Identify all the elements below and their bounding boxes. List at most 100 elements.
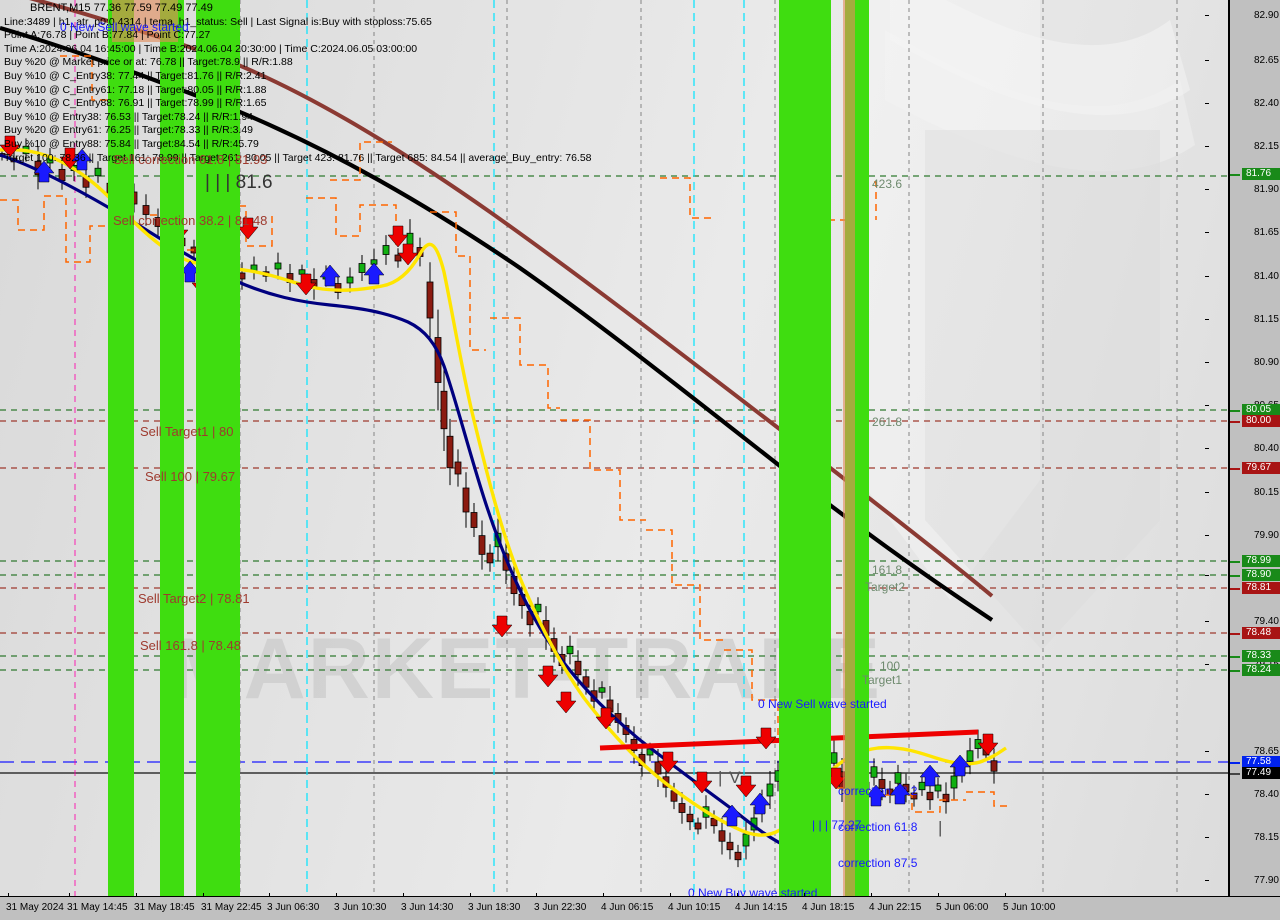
candle-body (942, 793, 950, 803)
candle-body (766, 783, 774, 797)
time-tick-label: 31 May 14:45 (67, 902, 128, 913)
sell-arrow-icon (735, 775, 757, 798)
time-tick-label: 3 Jun 10:30 (334, 902, 387, 913)
candle-body (830, 752, 838, 764)
price-scale[interactable]: 82.90 82.65 82.40 82.15 81.90 81.65 81.40 81.15… (1204, 0, 1280, 920)
time-tick-mark (403, 893, 404, 897)
price-badge-pointer (1230, 773, 1240, 775)
price-tick-label: 78.15 (1253, 832, 1279, 843)
candle-body (894, 772, 902, 784)
price-badge: 78.99 (1242, 555, 1280, 567)
price-tick-label: 82.15 (1253, 141, 1279, 152)
price-tick: 79.40 (1204, 616, 1279, 627)
time-tick-mark (470, 893, 471, 897)
candle-body (358, 263, 366, 273)
candle-body (926, 791, 934, 801)
candle-body (678, 803, 686, 813)
candle-body (950, 775, 958, 789)
candle-body (686, 813, 694, 823)
time-scale[interactable]: 31 May 2024 31 May 14:45 31 May 18:45 31 Ma… (0, 893, 1280, 920)
time-tick-mark (938, 893, 939, 897)
candle-body (566, 645, 574, 655)
candle-body (694, 822, 702, 830)
buy-arrow-icon (179, 260, 201, 283)
price-tick: 80.90 (1204, 357, 1279, 368)
session-band (779, 0, 831, 896)
time-tick-label: 4 Jun 18:15 (802, 902, 855, 913)
time-tick-label: 4 Jun 06:15 (601, 902, 654, 913)
buy-arrow-icon (319, 264, 341, 287)
candle-body (718, 830, 726, 842)
price-tick-label: 81.65 (1253, 227, 1279, 238)
candle-body (878, 779, 886, 789)
price-tick: 79.90 (1204, 530, 1279, 541)
price-badge-pointer (1230, 762, 1240, 764)
price-badge: 78.33 (1242, 650, 1280, 662)
price-tick: 82.90 (1204, 10, 1279, 21)
watermark-logo (860, 0, 1195, 650)
price-tick-label: 82.65 (1253, 55, 1279, 66)
time-tick-label: 31 May 18:45 (134, 902, 195, 913)
price-badge-pointer (1230, 575, 1240, 577)
sell-arrow-icon (295, 273, 317, 296)
time-tick-mark (670, 893, 671, 897)
price-badge: 79.67 (1242, 462, 1280, 474)
price-tick-label: 82.40 (1253, 98, 1279, 109)
time-tick-mark (1005, 893, 1006, 897)
price-tick-label: 82.90 (1253, 10, 1279, 21)
price-badge: 77.49 (1242, 767, 1280, 779)
price-badge-pointer (1230, 174, 1240, 176)
candle-body (94, 167, 102, 177)
time-tick-mark (69, 893, 70, 897)
time-tick-label: 4 Jun 10:15 (668, 902, 721, 913)
buy-arrow-icon (865, 784, 887, 807)
price-badge-pointer (1230, 633, 1240, 635)
session-band (108, 0, 134, 896)
price-badge: 78.24 (1242, 664, 1280, 676)
time-tick-label: 31 May 2024 (6, 902, 64, 913)
price-tick-label: 81.40 (1253, 271, 1279, 282)
price-tick: 78.15 (1204, 832, 1279, 843)
price-tick: 81.65 (1204, 227, 1279, 238)
orange-session-band (843, 0, 855, 896)
time-tick-label: 3 Jun 18:30 (468, 902, 521, 913)
time-tick-label: 4 Jun 22:15 (869, 902, 922, 913)
price-badge: 77.58 (1242, 756, 1280, 768)
buy-arrow-icon (919, 764, 941, 787)
price-tick-label: 78.40 (1253, 789, 1279, 800)
price-tick: 82.40 (1204, 98, 1279, 109)
price-tick-label: 81.90 (1253, 184, 1279, 195)
sell-arrow-icon (691, 771, 713, 794)
time-tick-label: 4 Jun 14:15 (735, 902, 788, 913)
price-tick: 80.15 (1204, 487, 1279, 498)
buy-arrow-icon (363, 262, 385, 285)
candle-body (966, 750, 974, 762)
price-tick-label: 81.15 (1253, 314, 1279, 325)
price-tick-label: 79.40 (1253, 616, 1279, 627)
price-badge-pointer (1230, 588, 1240, 590)
watermark-text: MARKET-TRADE (170, 621, 882, 717)
price-tick: 82.15 (1204, 141, 1279, 152)
time-tick-label: 3 Jun 06:30 (267, 902, 320, 913)
candle-body (58, 168, 66, 182)
price-tick: 78.65 (1204, 746, 1279, 757)
candle-body (742, 833, 750, 847)
candle-body (274, 262, 282, 270)
price-badge: 78.90 (1242, 569, 1280, 581)
sell-arrow-icon (237, 217, 259, 240)
price-badge-pointer (1230, 468, 1240, 470)
buy-arrow-icon (949, 754, 971, 777)
candle-body (478, 535, 486, 555)
candle-body (440, 390, 448, 430)
price-badge: 78.81 (1242, 582, 1280, 594)
price-tick: 78.40 (1204, 789, 1279, 800)
sell-arrow-icon (555, 691, 577, 714)
candle-body (298, 269, 306, 275)
candle-body (382, 245, 390, 255)
chart-canvas (0, 0, 1228, 896)
sell-arrow-icon (491, 615, 513, 638)
ema-navy-line (0, 153, 791, 850)
price-tick-label: 78.65 (1253, 746, 1279, 757)
price-tick-label: 80.15 (1253, 487, 1279, 498)
chart-plot-area[interactable]: MARKET-TRADE (0, 0, 1228, 896)
